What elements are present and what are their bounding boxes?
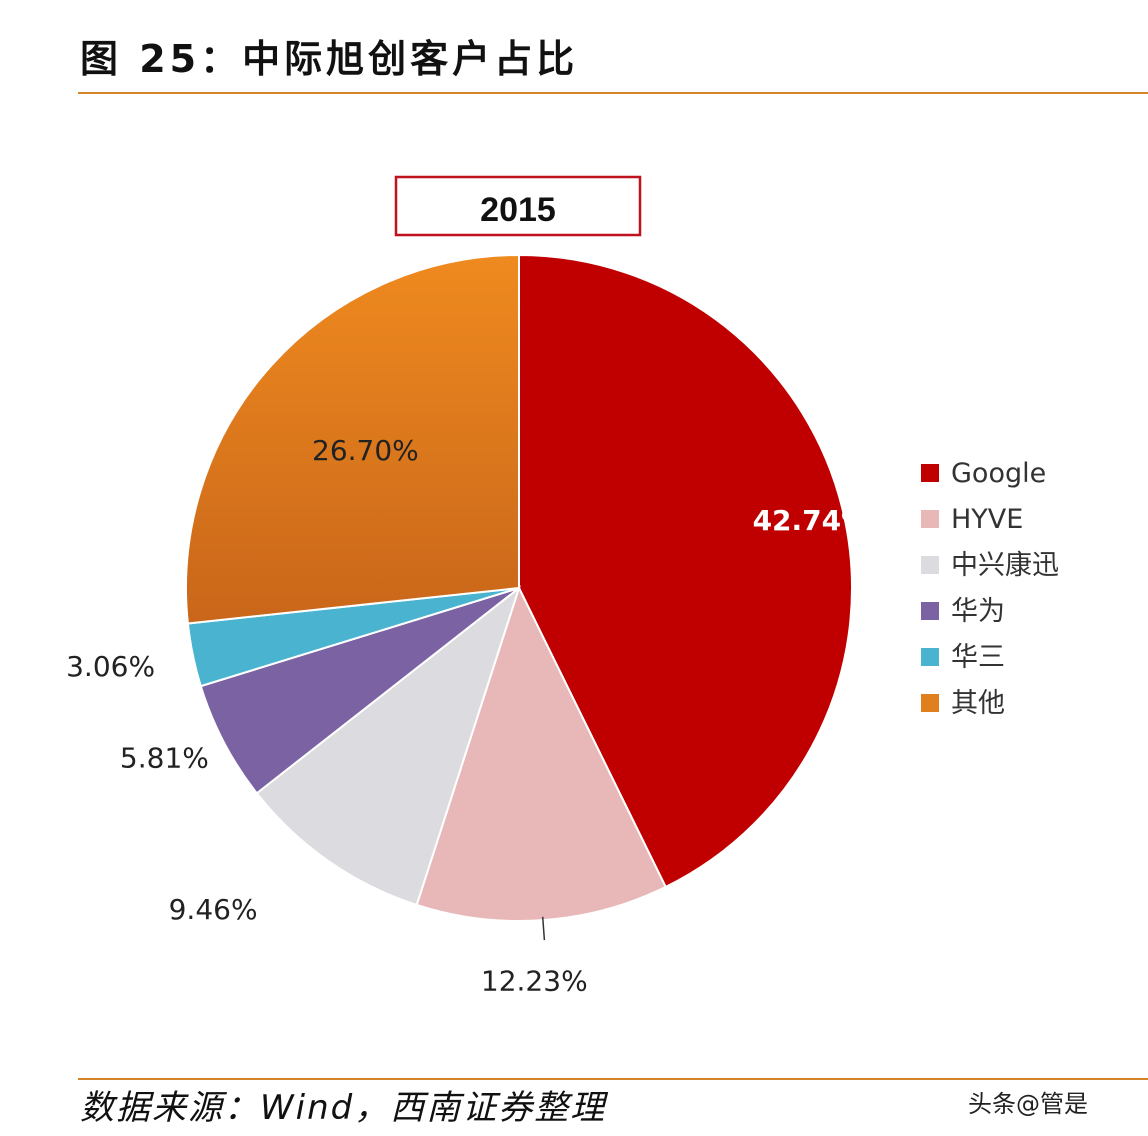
slice-label-other: 26.70% xyxy=(312,434,419,467)
watermark: 头条@管是 xyxy=(968,1090,1088,1118)
figure-title: 图 25：中际旭创客户占比 xyxy=(80,37,579,81)
legend-label-huawei: 华为 xyxy=(951,596,1005,627)
legend-swatch-other xyxy=(921,694,939,712)
slice-label-zte: 9.46% xyxy=(169,893,258,926)
source-divider xyxy=(78,1078,1148,1080)
legend-swatch-hyve xyxy=(921,510,939,528)
slice-label-h3c: 3.06% xyxy=(66,650,155,683)
leader-lines xyxy=(541,916,546,941)
pie-slices xyxy=(185,253,853,923)
legend-label-h3c: 华三 xyxy=(951,642,1005,673)
legend-label-zte: 中兴康迅 xyxy=(951,550,1059,581)
legend-label-google: Google xyxy=(951,458,1046,489)
legend-swatch-h3c xyxy=(921,648,939,666)
legend-label-hyve: HYVE xyxy=(951,504,1023,535)
slice-zte xyxy=(255,585,521,907)
legend-swatch-zte xyxy=(921,556,939,574)
source-note: 数据来源：Wind，西南证券整理 xyxy=(80,1088,607,1128)
title-divider xyxy=(78,92,1148,94)
slice-google xyxy=(518,253,853,889)
legend-swatch-huawei xyxy=(921,602,939,620)
slice-label-hyve: 12.23% xyxy=(481,965,588,998)
legend-label-other: 其他 xyxy=(951,688,1005,719)
chart-title: 2015 xyxy=(480,191,556,229)
leader-line-hyve xyxy=(541,916,546,941)
slice-label-google: 42.74% xyxy=(753,504,870,537)
slice-other xyxy=(185,253,520,625)
chart-title-box xyxy=(394,175,642,237)
legend-swatch-google xyxy=(921,464,939,482)
slice-label-huawei: 5.81% xyxy=(120,742,209,775)
slice-labels: 42.74% 12.23% 9.46% 5.81% 3.06% 26.70% xyxy=(66,434,869,998)
